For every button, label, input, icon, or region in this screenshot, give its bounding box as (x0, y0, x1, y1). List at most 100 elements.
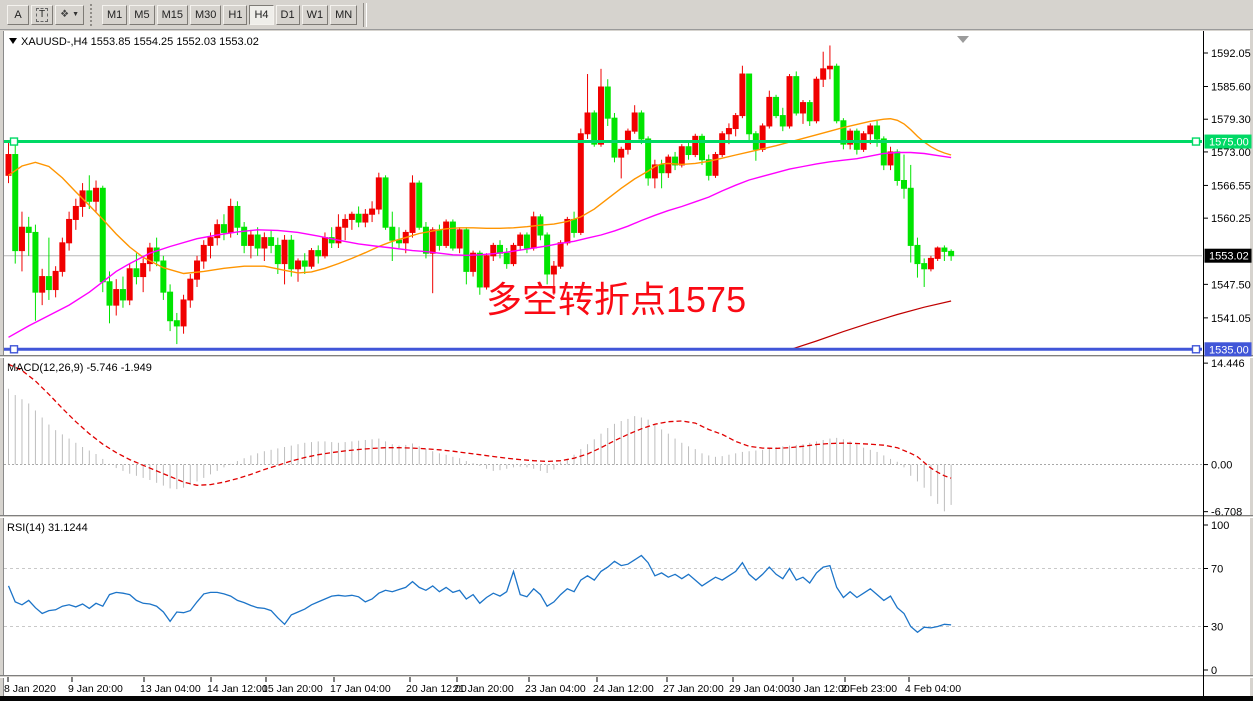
candle-body (739, 73, 746, 117)
candle-body (530, 216, 537, 249)
time-tick-label[interactable]: 4 Feb 04:00 (905, 683, 961, 695)
chevron-down-icon: ▼ (72, 11, 80, 18)
candle-body (146, 247, 153, 265)
symbol-dropdown-icon[interactable] (9, 38, 17, 44)
time-tick-label[interactable]: 13 Jan 04:00 (140, 683, 201, 695)
candle-body (160, 260, 167, 293)
price-tick-label: 1585.60 (1211, 81, 1251, 93)
candle-body (153, 247, 160, 262)
pane-separator[interactable] (0, 515, 1253, 518)
tf-button-m1[interactable]: M1 (102, 4, 128, 25)
time-tick-label[interactable]: 2 Feb 23:00 (841, 683, 897, 695)
candle-body (194, 260, 201, 280)
price-tick-label: 1566.55 (1211, 180, 1251, 192)
candle-body (348, 213, 355, 220)
candle-body (766, 96, 773, 127)
candle-body (833, 65, 840, 122)
current-price-label: 1553.02 (1209, 251, 1249, 263)
tf-button-h4[interactable]: H4 (249, 4, 274, 25)
time-tick-label[interactable]: 21 Jan 20:00 (453, 683, 514, 695)
time-tick-label[interactable]: 24 Jan 12:00 (593, 683, 654, 695)
candle-body (362, 213, 369, 223)
candle-body (342, 218, 349, 228)
hline-handle[interactable] (9, 345, 19, 354)
candle-body (106, 281, 113, 306)
candle-body (557, 242, 564, 267)
candle-body (295, 260, 302, 270)
time-tick-label[interactable]: 20 Jan 12:00 (406, 683, 467, 695)
candle-body (93, 187, 100, 202)
time-tick-label[interactable]: 23 Jan 04:00 (525, 683, 586, 695)
candle-body (140, 263, 147, 278)
candle-body (261, 237, 268, 249)
candle-body (786, 76, 793, 127)
pane-separator[interactable] (0, 675, 1253, 678)
time-tick-label[interactable]: 15 Jan 20:00 (262, 683, 323, 695)
toolbar-drag-handle[interactable] (90, 3, 96, 26)
candle-body (301, 260, 308, 267)
macd-tick-label: 0.00 (1211, 460, 1232, 472)
candle-body (705, 159, 712, 176)
resistance-price-label: 1575.00 (1209, 137, 1249, 149)
time-tick-label[interactable]: 17 Jan 04:00 (330, 683, 391, 695)
time-tick-label[interactable]: 30 Jan 12:00 (789, 683, 850, 695)
candle-body (934, 247, 941, 259)
rsi-tick-label: 100 (1211, 520, 1229, 532)
objects-tool-button[interactable]: ❖ ▼ (55, 4, 85, 25)
hline-handle[interactable] (1191, 345, 1201, 354)
candle-body (900, 179, 907, 189)
time-tick-label[interactable]: 9 Jan 20:00 (68, 683, 123, 695)
price-tick-label: 1560.25 (1211, 213, 1251, 225)
candle-body (874, 125, 881, 140)
candle-body (369, 208, 376, 215)
candle-body (133, 268, 140, 278)
time-tick-label[interactable]: 27 Jan 20:00 (663, 683, 724, 695)
tf-button-h1[interactable]: H1 (223, 4, 248, 25)
chart-shift-marker-icon[interactable] (957, 36, 969, 43)
tf-button-m5[interactable]: M5 (129, 4, 155, 25)
candle-body (99, 187, 106, 283)
candle-body (456, 229, 463, 249)
candle-body (523, 234, 530, 249)
candle-body (611, 117, 618, 158)
candle-body (692, 135, 699, 156)
candle-body (436, 229, 443, 246)
tf-button-m15[interactable]: M15 (156, 4, 188, 25)
rsi-tick-label: 30 (1211, 621, 1223, 633)
candle-body (396, 239, 403, 244)
candle-body (355, 213, 362, 223)
tf-button-mn[interactable]: MN (330, 4, 358, 25)
time-tick-label[interactable]: 8 Jan 2020 (4, 683, 56, 695)
candle-body (517, 234, 524, 246)
candle-body (678, 146, 685, 166)
candle-body (382, 177, 389, 228)
price-tick-label: 1592.05 (1211, 48, 1251, 60)
price-tick-label: 1541.05 (1211, 313, 1251, 325)
candle-body (463, 229, 470, 272)
hline-handle[interactable] (9, 137, 19, 146)
time-tick-label[interactable]: 29 Jan 04:00 (729, 683, 790, 695)
annotation-text[interactable]: 多空转折点1575 (486, 279, 746, 320)
hline-handle[interactable] (1191, 137, 1201, 146)
candle-body (672, 156, 679, 166)
rsi-line (7, 554, 952, 634)
candle-body (826, 65, 833, 70)
pane-separator[interactable] (0, 355, 1253, 358)
chart-canvas[interactable]: 1592.05 1585.60 1579.30 1573.00 1566.55 1560.… (0, 30, 1253, 701)
time-tick-label[interactable]: 14 Jan 12:00 (207, 683, 268, 695)
text-box-tool-button[interactable]: T (31, 4, 54, 25)
tf-button-d1[interactable]: D1 (275, 4, 300, 25)
candle-body (685, 146, 692, 156)
text-box-icon: T (36, 7, 49, 22)
candle-body (490, 244, 497, 257)
text-label-tool-button[interactable]: A (7, 4, 29, 25)
rsi-title: RSI(14) 31.1244 (7, 522, 88, 534)
candle-body (214, 224, 221, 239)
candle-body (732, 115, 739, 130)
candle-body (914, 244, 921, 265)
bottom-edge-bar (0, 696, 1253, 701)
tf-button-m30[interactable]: M30 (189, 4, 222, 25)
tf-button-w1[interactable]: W1 (301, 4, 329, 25)
candle-body (234, 205, 241, 228)
candle-body (39, 276, 46, 293)
